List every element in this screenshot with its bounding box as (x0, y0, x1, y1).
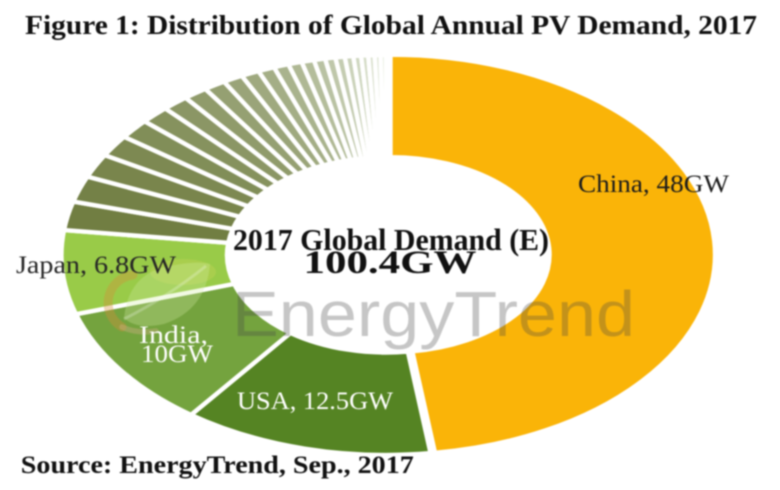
svg-text:100.4GW: 100.4GW (304, 245, 477, 281)
svg-text:Source: EnergyTrend, Sep., 201: Source: EnergyTrend, Sep., 2017 (21, 452, 414, 479)
svg-text:10GW: 10GW (141, 341, 213, 368)
svg-text:China, 48GW: China, 48GW (578, 171, 729, 198)
svg-text:2017 Global Demand (E): 2017 Global Demand (E) (233, 222, 549, 257)
svg-text:USA, 12.5GW: USA, 12.5GW (237, 388, 393, 415)
svg-text:Japan, 6.8GW: Japan, 6.8GW (16, 252, 176, 279)
svg-text:Figure 1: Distribution of Glob: Figure 1: Distribution of Global Annual … (25, 10, 757, 40)
svg-text:EnergyTrend: EnergyTrend (232, 278, 635, 350)
svg-text:India,: India, (139, 322, 208, 349)
